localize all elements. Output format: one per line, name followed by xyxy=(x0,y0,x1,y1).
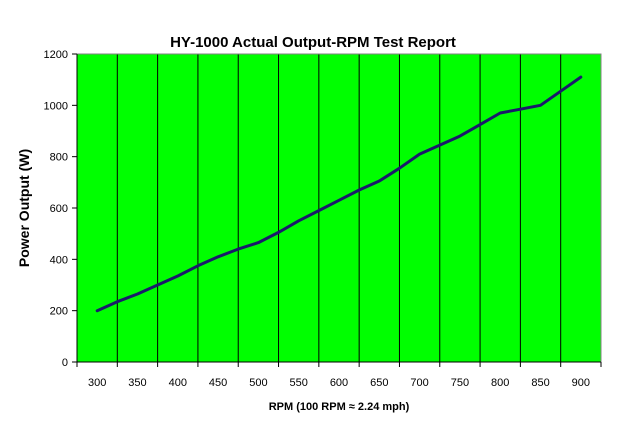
x-tick-label: 750 xyxy=(451,377,469,389)
y-tick-label: 800 xyxy=(50,152,68,164)
gridlines xyxy=(116,54,562,362)
x-tick-label: 850 xyxy=(531,377,549,389)
y-tick-label: 400 xyxy=(50,254,68,266)
y-tick-label: 1200 xyxy=(44,49,68,61)
x-tick-label: 500 xyxy=(249,377,267,389)
y-axis-label: Power Output (W) xyxy=(16,149,32,267)
x-tick-label: 400 xyxy=(169,377,187,389)
chart-title: HY-1000 Actual Output-RPM Test Report xyxy=(170,34,456,51)
x-tick-label: 550 xyxy=(290,377,308,389)
x-tick-label: 650 xyxy=(370,377,388,389)
series-line xyxy=(95,75,583,313)
x-tick-label: 800 xyxy=(491,377,509,389)
x-ticks: 300 350 400 450 500 550 600 650 700 750 800 850 900 xyxy=(76,362,602,389)
x-tick-label: 900 xyxy=(572,377,590,389)
y-tick-label: 0 xyxy=(62,357,68,369)
x-tick-label: 700 xyxy=(410,377,428,389)
x-axis-label: RPM (100 RPM ≈ 2.24 mph) xyxy=(269,401,410,413)
y-tick-label: 600 xyxy=(50,203,68,215)
plot-area xyxy=(77,54,601,362)
y-tick-label: 200 xyxy=(50,306,68,318)
x-tick-label: 450 xyxy=(209,377,227,389)
x-tick-label: 350 xyxy=(128,377,146,389)
y-ticks: 0 200 400 600 800 1000 1200 xyxy=(44,49,77,369)
x-tick-label: 600 xyxy=(330,377,348,389)
series-group xyxy=(95,75,583,313)
x-tick-label: 300 xyxy=(88,377,106,389)
y-tick-label: 1000 xyxy=(44,100,68,112)
